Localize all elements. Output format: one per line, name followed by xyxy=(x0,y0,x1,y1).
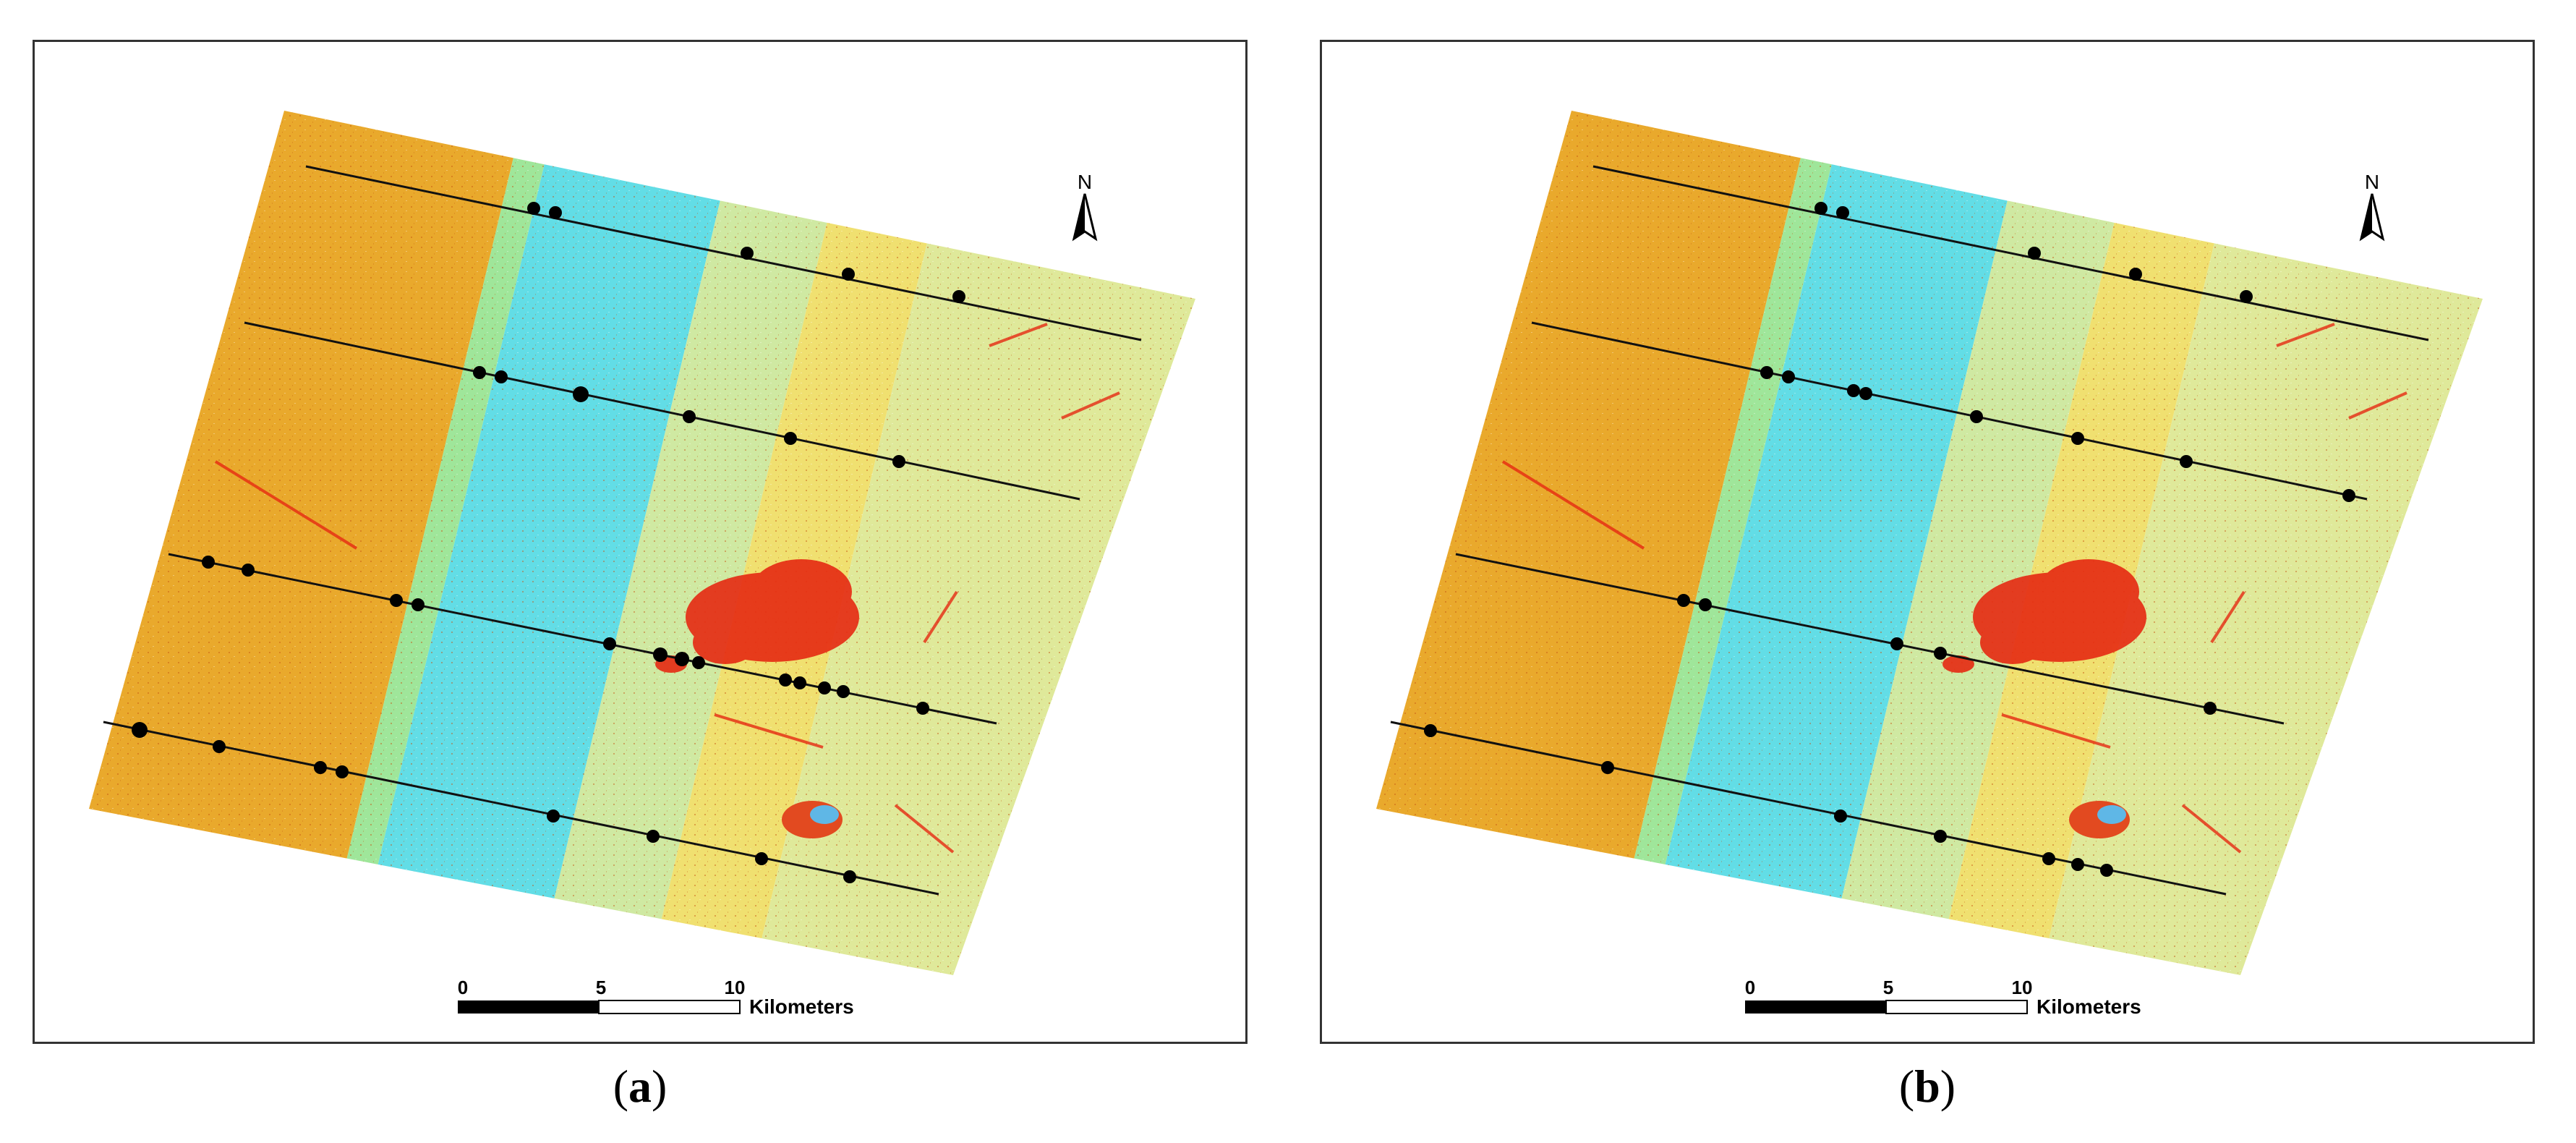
north-arrow: N xyxy=(2359,171,2385,242)
flight-lines xyxy=(1390,165,2429,896)
scale-unit: Kilometers xyxy=(2037,995,2141,1018)
scale-tick-10: 10 xyxy=(725,977,746,998)
caption-a: (a) xyxy=(613,1061,668,1112)
north-label: N xyxy=(2365,171,2379,193)
scale-tick-5: 5 xyxy=(596,977,606,998)
scale-tick-0: 0 xyxy=(458,977,468,998)
linear-features xyxy=(214,323,1120,854)
sample-points xyxy=(132,202,965,883)
scale-bar: 0 5 10 Kilometers xyxy=(458,977,854,1018)
sample-points xyxy=(1424,202,2355,877)
scale-tick-5: 5 xyxy=(1883,977,1893,998)
scale-unit: Kilometers xyxy=(749,995,854,1018)
reservoir xyxy=(2069,801,2130,838)
caption-b: (b) xyxy=(1898,1061,1956,1112)
scale-tick-10: 10 xyxy=(2012,977,2033,998)
map-canvas-b: N 0 5 10 Kilometers xyxy=(1376,111,2483,1018)
caption-letter-b: b xyxy=(1914,1061,1940,1112)
scale-tick-0: 0 xyxy=(1745,977,1755,998)
reservoir xyxy=(782,801,843,838)
flight-lines xyxy=(103,165,1142,896)
north-arrow: N xyxy=(1072,171,1098,242)
map-panel-b: N 0 5 10 Kilometers xyxy=(1320,40,2535,1044)
north-label: N xyxy=(1078,171,1092,193)
scale-bar: 0 5 10 Kilometers xyxy=(1745,977,2141,1018)
map-panel-a: N 0 5 10 Kilometers xyxy=(33,40,1248,1044)
caption-letter-a: a xyxy=(628,1061,652,1112)
linear-features xyxy=(1501,323,2407,854)
map-canvas-a: N 0 5 10 Kilometers xyxy=(89,111,1195,1018)
urban-area xyxy=(1942,559,2146,673)
raster-image-b xyxy=(1376,111,2483,975)
raster-image-a xyxy=(89,111,1195,975)
